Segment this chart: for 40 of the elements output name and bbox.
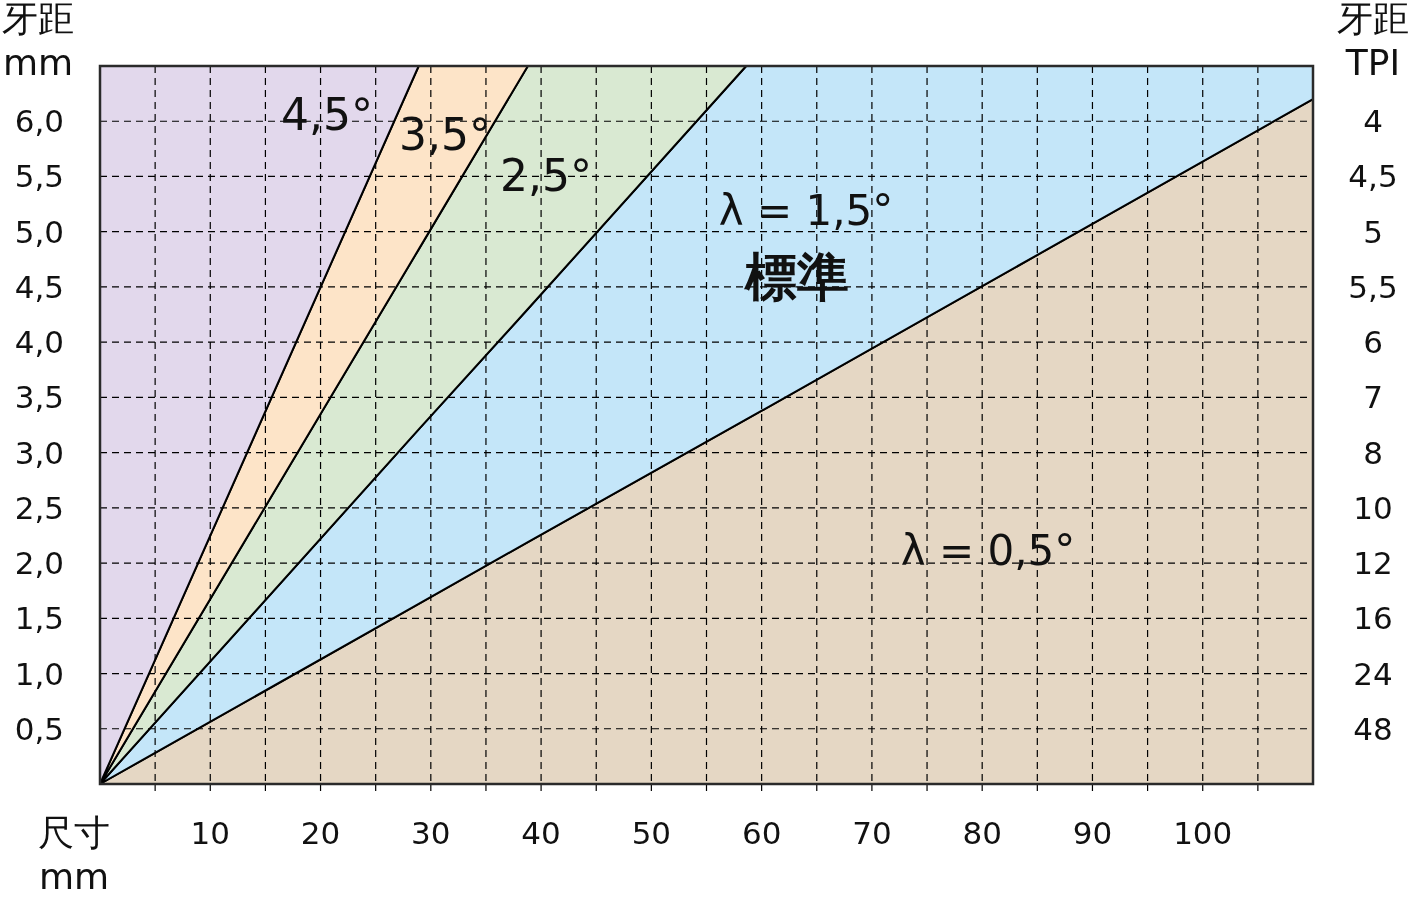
y-tick-label: 4,5	[14, 268, 64, 305]
category-label: 4	[1363, 103, 1383, 140]
x-tick-label: 100	[1173, 815, 1233, 851]
x-tick-label: 40	[521, 815, 561, 851]
x-tick-label: 30	[411, 815, 451, 851]
category-label: 12	[1353, 545, 1393, 582]
category-label: 8	[1363, 434, 1383, 471]
category-label: 10	[1353, 489, 1393, 526]
category-label: 24	[1353, 655, 1393, 692]
category-label: 5,5	[1348, 268, 1398, 305]
x-axis-title: 尺寸 mm	[38, 812, 110, 897]
x-tick-label: 50	[631, 815, 672, 851]
x-tick-label: 10	[190, 815, 230, 851]
x-tick-label: 80	[962, 815, 1002, 851]
annotation: λ = 0,5°	[900, 526, 1076, 576]
x-tick-label: 20	[300, 815, 341, 851]
category-label: 6	[1363, 324, 1383, 361]
category-label: 16	[1353, 600, 1393, 637]
y-tick-label: 3,5	[14, 379, 64, 416]
y-tick-label: 4,0	[14, 324, 64, 361]
x-tick-label: 60	[741, 815, 782, 851]
y-tick-label: 3,0	[14, 434, 64, 471]
y-tick-label: 5,0	[14, 213, 64, 250]
y-tick-label: 2,0	[14, 545, 64, 582]
category-label: 48	[1353, 710, 1393, 747]
y-tick-label: 1,5	[14, 600, 64, 637]
annotation: 4,5°	[281, 88, 373, 140]
y-tick-label: 2,5	[14, 489, 64, 526]
category-label: 5	[1363, 213, 1383, 250]
y2-axis-title: 牙距 TPI	[1337, 0, 1409, 83]
annotation: λ = 1,5°	[718, 186, 894, 236]
y-tick-label: 1,0	[14, 655, 64, 692]
category-label: 4,5	[1348, 158, 1398, 195]
x-tick-label: 90	[1072, 815, 1113, 851]
y-tick-label: 0,5	[14, 710, 64, 747]
y-tick-label: 5,5	[14, 158, 64, 195]
y-tick-label: 6,0	[14, 103, 64, 140]
category-label: 7	[1363, 379, 1383, 416]
y-axis-title: 牙距 mm	[2, 0, 74, 83]
x-tick-label: 70	[852, 815, 892, 851]
